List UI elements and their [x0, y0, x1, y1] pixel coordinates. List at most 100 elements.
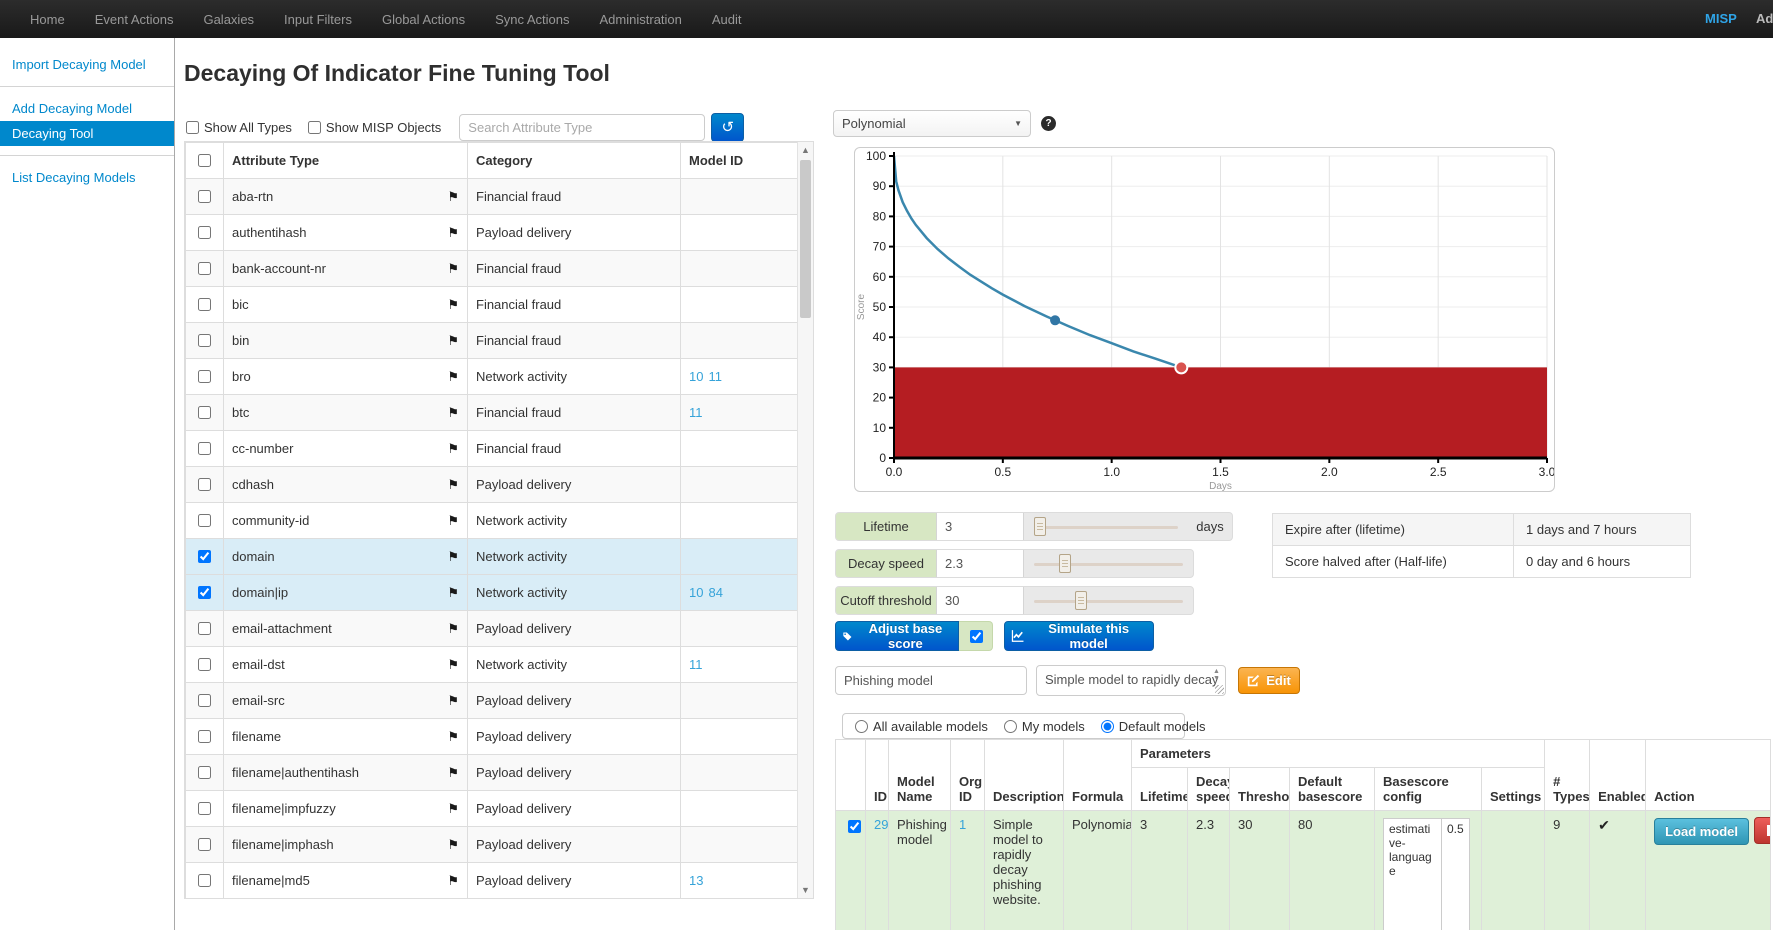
edit-model-button[interactable]: Edit [1238, 667, 1300, 694]
resize-grip-icon[interactable] [1215, 685, 1224, 694]
nav-item-galaxies[interactable]: Galaxies [203, 12, 254, 27]
flag-icon[interactable]: ⚑ [447, 801, 459, 817]
model-id-link[interactable]: 10 [689, 369, 703, 384]
reset-search-button[interactable]: ↺ [711, 113, 744, 142]
sidebar-item-import-decaying-model[interactable]: Import Decaying Model [0, 52, 174, 77]
attribute-row-checkbox[interactable] [198, 766, 211, 779]
model-filter-radio[interactable] [855, 720, 868, 733]
attribute-row-checkbox[interactable] [198, 694, 211, 707]
show-misp-objects-checkbox[interactable] [308, 121, 321, 134]
show-misp-objects-option[interactable]: Show MISP Objects [306, 120, 441, 135]
attribute-row-checkbox[interactable] [198, 442, 211, 455]
misp-brand-link[interactable]: MISP [1705, 0, 1737, 38]
model-filter-option-default-models[interactable]: Default models [1101, 719, 1206, 734]
model-name-input[interactable] [835, 666, 1027, 695]
flag-icon[interactable]: ⚑ [447, 225, 459, 241]
model-row-checkbox[interactable] [848, 820, 861, 833]
model-id-link[interactable]: 11 [708, 369, 722, 384]
nav-item-administration[interactable]: Administration [600, 12, 682, 27]
lifetime-slider-thumb[interactable] [1034, 517, 1046, 536]
decay-speed-slider[interactable] [1024, 550, 1193, 577]
attribute-row-checkbox[interactable] [198, 478, 211, 491]
sidebar-item-decaying-tool[interactable]: Decaying Tool [0, 121, 174, 146]
cutoff-threshold-input[interactable] [936, 587, 1024, 614]
org-id-link[interactable]: 1 [959, 817, 966, 832]
adjust-base-score-button[interactable]: Adjust base score [835, 621, 959, 651]
model-id-link[interactable]: 10 [689, 585, 703, 600]
attribute-row-checkbox[interactable] [198, 730, 211, 743]
flag-icon[interactable]: ⚑ [447, 441, 459, 457]
cutoff-threshold-slider-thumb[interactable] [1075, 591, 1087, 610]
attribute-row-checkbox[interactable] [198, 298, 211, 311]
nav-item-home[interactable]: Home [30, 12, 65, 27]
flag-icon[interactable]: ⚑ [447, 837, 459, 853]
flag-icon[interactable]: ⚑ [447, 189, 459, 205]
model-id-link[interactable]: 29 [874, 817, 888, 832]
model-id-link[interactable]: 11 [689, 405, 703, 420]
flag-icon[interactable]: ⚑ [447, 477, 459, 493]
attribute-row-checkbox[interactable] [198, 406, 211, 419]
attribute-row-checkbox[interactable] [198, 802, 211, 815]
flag-icon[interactable]: ⚑ [447, 585, 459, 601]
attribute-row-checkbox[interactable] [198, 334, 211, 347]
decay-speed-slider-thumb[interactable] [1059, 554, 1071, 573]
flag-icon[interactable]: ⚑ [447, 729, 459, 745]
nav-item-event-actions[interactable]: Event Actions [95, 12, 174, 27]
formula-select[interactable]: Polynomial ▼ [833, 110, 1031, 137]
pause-model-button[interactable] [1754, 817, 1771, 844]
scrollbar-thumb[interactable] [800, 160, 811, 318]
attribute-row-checkbox[interactable] [198, 514, 211, 527]
flag-icon[interactable]: ⚑ [447, 657, 459, 673]
attribute-row-checkbox[interactable] [198, 262, 211, 275]
lifetime-slider[interactable] [1024, 513, 1188, 540]
flag-icon[interactable]: ⚑ [447, 297, 459, 313]
attribute-row-checkbox[interactable] [198, 190, 211, 203]
select-all-checkbox[interactable] [198, 154, 211, 167]
nav-item-sync-actions[interactable]: Sync Actions [495, 12, 569, 27]
show-all-types-option[interactable]: Show All Types [184, 120, 292, 135]
nav-item-global-actions[interactable]: Global Actions [382, 12, 465, 27]
model-id-link[interactable]: 11 [689, 657, 703, 672]
attribute-row-checkbox[interactable] [198, 838, 211, 851]
model-description-textarea[interactable]: Simple model to rapidly decay ▲▼ [1036, 665, 1226, 696]
attribute-row-checkbox[interactable] [198, 586, 211, 599]
help-icon[interactable]: ? [1041, 116, 1056, 131]
nav-item-input-filters[interactable]: Input Filters [284, 12, 352, 27]
attribute-row-checkbox[interactable] [198, 370, 211, 383]
flag-icon[interactable]: ⚑ [447, 513, 459, 529]
adjust-base-score-checkbox[interactable] [970, 630, 983, 643]
flag-icon[interactable]: ⚑ [447, 369, 459, 385]
textarea-spinner-icon[interactable]: ▲▼ [1210, 668, 1223, 682]
scrollbar-up-icon[interactable]: ▲ [798, 142, 813, 158]
flag-icon[interactable]: ⚑ [447, 693, 459, 709]
lifetime-input[interactable] [936, 513, 1024, 540]
attribute-row-checkbox[interactable] [198, 226, 211, 239]
decay-speed-input[interactable] [936, 550, 1024, 577]
attribute-row-checkbox[interactable] [198, 874, 211, 887]
flag-icon[interactable]: ⚑ [447, 333, 459, 349]
flag-icon[interactable]: ⚑ [447, 873, 459, 889]
attribute-row-checkbox[interactable] [198, 550, 211, 563]
flag-icon[interactable]: ⚑ [447, 621, 459, 637]
attribute-row-checkbox[interactable] [198, 658, 211, 671]
sidebar-item-add-decaying-model[interactable]: Add Decaying Model [0, 96, 174, 121]
flag-icon[interactable]: ⚑ [447, 549, 459, 565]
navbar-user-link[interactable]: Adm [1756, 0, 1773, 38]
model-filter-option-my-models[interactable]: My models [1004, 719, 1085, 734]
load-model-button[interactable]: Load model [1654, 818, 1749, 845]
scrollbar-down-icon[interactable]: ▼ [798, 882, 813, 898]
model-id-link[interactable]: 13 [689, 873, 703, 888]
show-all-types-checkbox[interactable] [186, 121, 199, 134]
nav-item-audit[interactable]: Audit [712, 12, 742, 27]
search-attribute-input[interactable] [459, 114, 705, 141]
model-filter-radio[interactable] [1004, 720, 1017, 733]
model-filter-radio[interactable] [1101, 720, 1114, 733]
simulate-model-button[interactable]: Simulate this model [1004, 621, 1154, 651]
flag-icon[interactable]: ⚑ [447, 765, 459, 781]
cutoff-threshold-slider[interactable] [1024, 587, 1193, 614]
sidebar-item-list-decaying-models[interactable]: List Decaying Models [0, 165, 174, 190]
model-id-link[interactable]: 84 [708, 585, 722, 600]
flag-icon[interactable]: ⚑ [447, 405, 459, 421]
attribute-row-checkbox[interactable] [198, 622, 211, 635]
attribute-table-scrollbar[interactable]: ▲ ▼ [797, 142, 813, 898]
